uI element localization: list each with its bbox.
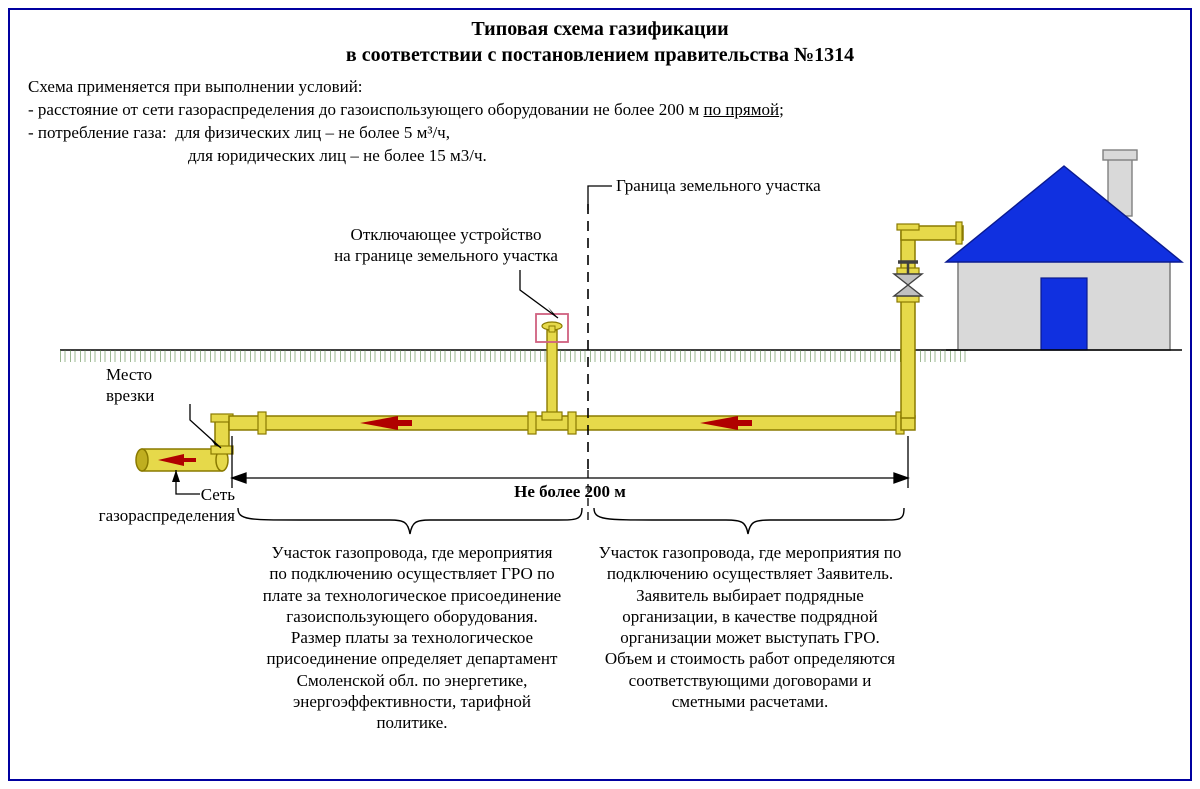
dimension-200m <box>232 436 908 520</box>
house <box>946 150 1182 350</box>
label-network-line2: газораспределения <box>99 506 235 525</box>
label-tap-line2: врезки <box>106 386 154 405</box>
label-network-line1: Сеть <box>201 485 235 504</box>
horizontal-pipe <box>229 412 904 434</box>
label-tap-line1: Место <box>106 365 152 384</box>
desc-right: Участок газопровода, где мероприятия по … <box>598 542 902 712</box>
leader-shutoff <box>520 270 558 318</box>
label-boundary: Граница земельного участка <box>616 175 821 196</box>
shutoff-stub <box>536 314 568 420</box>
ground-surface <box>60 350 968 362</box>
label-shutoff: Отключающее устройство на границе земель… <box>314 224 578 267</box>
dimension-text: Не более 200 м <box>470 482 670 502</box>
brace-left <box>238 508 582 534</box>
diagram-stage: Граница земельного участка Отключающее у… <box>0 0 1200 789</box>
label-network: Сеть газораспределения <box>55 484 235 527</box>
desc-left: Участок газопровода, где мероприятия по … <box>262 542 562 733</box>
shutoff-valve-icon <box>894 262 922 296</box>
brace-right <box>594 508 904 534</box>
house-riser <box>897 222 963 430</box>
label-tap: Место врезки <box>106 364 186 407</box>
leader-boundary <box>588 186 612 210</box>
label-shutoff-line2: на границе земельного участка <box>334 246 558 265</box>
label-shutoff-line1: Отключающее устройство <box>351 225 542 244</box>
